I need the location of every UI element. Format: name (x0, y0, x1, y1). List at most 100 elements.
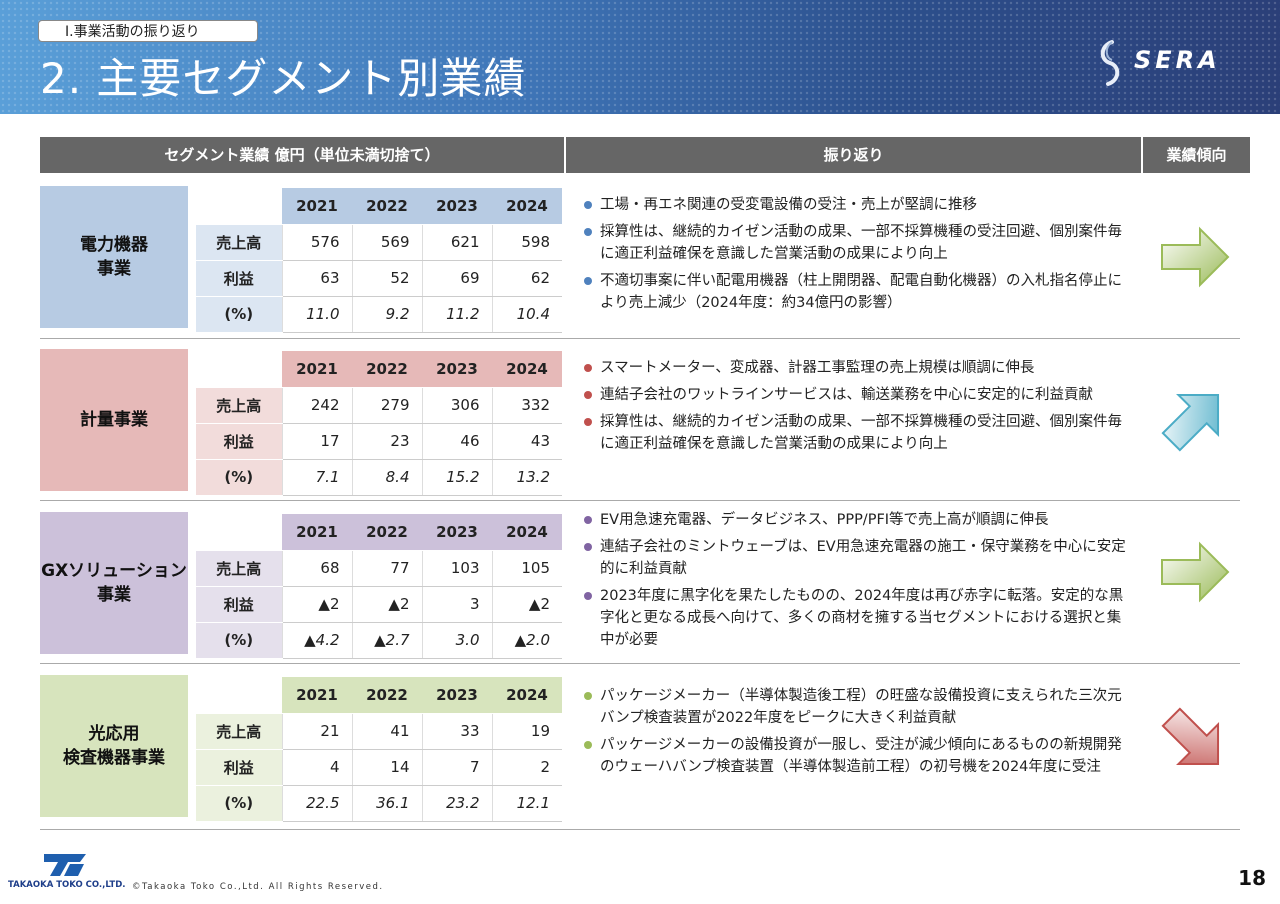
bullet-text: パッケージメーカーの設備投資が一服し、受注が減少傾向にあるものの新規開発のウェー… (600, 737, 1122, 775)
year-header: 2021 (282, 677, 352, 714)
page-number: 18 (1238, 866, 1266, 890)
year-header: 2021 (282, 514, 352, 551)
bullet-text: 連結子会社のミントウェーブは、EV用急速充電器の施工・保守業務を中心に安定的に利… (600, 539, 1126, 577)
bullet-text: 不適切事案に伴い配電用機器（柱上開閉器、配電自動化機器）の入札指名停止により売上… (600, 273, 1122, 311)
cell-sales: 569 (351, 224, 422, 261)
row-label-sales: 売上高 (196, 713, 282, 750)
cell-pct: 11.0 (281, 296, 352, 333)
review-bullet: 工場・再エネ関連の受変電設備の受注・売上が堅調に推移 (584, 194, 1132, 216)
year-header: 2024 (492, 351, 562, 388)
review-bullets: EV用急速充電器、データビジネス、PPP/PFI等で売上高が順調に伸長連結子会社… (584, 509, 1132, 656)
cell-sales: 21 (281, 713, 352, 750)
row-label-pct: (%) (196, 622, 282, 659)
segment-separator (40, 500, 1240, 501)
header-review: 振り返り (566, 137, 1141, 173)
cell-profit: 23 (351, 423, 422, 460)
cell-profit: 63 (281, 260, 352, 297)
segment-name: 電力機器 事業 (40, 186, 188, 328)
segment-name: 光応用 検査機器事業 (40, 675, 188, 817)
year-header: 2023 (422, 677, 492, 714)
review-bullet: パッケージメーカーの設備投資が一服し、受注が減少傾向にあるものの新規開発のウェー… (584, 734, 1132, 778)
header-trend: 業績傾向 (1143, 137, 1250, 173)
bullet-dot-icon (584, 592, 592, 600)
bullet-text: スマートメーター、変成器、計器工事監理の売上規模は順調に伸長 (600, 360, 1035, 376)
bullet-text: EV用急速充電器、データビジネス、PPP/PFI等で売上高が順調に伸長 (600, 512, 1049, 528)
cell-pct: 11.2 (421, 296, 492, 333)
review-bullets: スマートメーター、変成器、計器工事監理の売上規模は順調に伸長連結子会社のワットラ… (584, 357, 1132, 460)
review-bullet: 連結子会社のミントウェーブは、EV用急速充電器の施工・保守業務を中心に安定的に利… (584, 536, 1132, 580)
year-header: 2022 (352, 514, 422, 551)
row-label-profit: 利益 (196, 260, 282, 297)
bullet-dot-icon (584, 692, 592, 700)
segment-name: 計量事業 (40, 349, 188, 491)
review-bullet: 不適切事案に伴い配電用機器（柱上開閉器、配電自動化機器）の入札指名停止により売上… (584, 270, 1132, 314)
cell-sales: 103 (421, 550, 492, 587)
cell-profit: ▲2 (281, 586, 352, 623)
cell-sales: 19 (491, 713, 562, 750)
bullet-text: 工場・再エネ関連の受変電設備の受注・売上が堅調に推移 (600, 197, 977, 213)
bullet-dot-icon (584, 391, 592, 399)
sera-logo-text: SERA (1134, 46, 1221, 74)
year-header: 2022 (352, 351, 422, 388)
copyright: ©Takaoka Toko Co.,Ltd. All Rights Reserv… (132, 882, 384, 892)
year-header: 2024 (492, 188, 562, 225)
segment-separator (40, 338, 1240, 339)
segment-table: 2021 2022 2023 2024 売上高 21 41 33 19 利益 4 14 7 2 (%) 22.… (196, 677, 562, 822)
review-bullet: 採算性は、継続的カイゼン活動の成果、一部不採算機種の受注回避、個別案件毎に適正利… (584, 411, 1132, 455)
page-title: 2. 主要セグメント別業績 (40, 54, 527, 103)
review-bullet: EV用急速充電器、データビジネス、PPP/PFI等で売上高が順調に伸長 (584, 509, 1132, 531)
cell-sales: 576 (281, 224, 352, 261)
cell-pct: 3.0 (421, 622, 492, 659)
cell-sales: 306 (421, 387, 492, 424)
cell-profit: 43 (491, 423, 562, 460)
row-label-pct: (%) (196, 785, 282, 822)
table-corner (196, 351, 282, 388)
year-header: 2023 (422, 188, 492, 225)
table-corner (196, 677, 282, 714)
cell-profit: 52 (351, 260, 422, 297)
right-arrow-icon (1152, 215, 1236, 299)
cell-sales: 279 (351, 387, 422, 424)
cell-pct: 12.1 (491, 785, 562, 822)
table-corner (196, 188, 282, 225)
review-bullet: 採算性は、継続的カイゼン活動の成果、一部不採算機種の受注回避、個別案件毎に適正利… (584, 221, 1132, 265)
row-label-pct: (%) (196, 459, 282, 496)
up-right-arrow-icon (1152, 377, 1236, 461)
company-logo (12, 852, 122, 896)
segment-table: 2021 2022 2023 2024 売上高 68 77 103 105 利益 ▲2 ▲2 3 ▲2 (%… (196, 514, 562, 659)
cell-sales: 105 (491, 550, 562, 587)
cell-pct: ▲2.0 (491, 622, 562, 659)
cell-profit: 17 (281, 423, 352, 460)
row-label-sales: 売上高 (196, 224, 282, 261)
bullet-dot-icon (584, 418, 592, 426)
cell-pct: 10.4 (491, 296, 562, 333)
cell-sales: 242 (281, 387, 352, 424)
row-label-profit: 利益 (196, 749, 282, 786)
review-bullet: スマートメーター、変成器、計器工事監理の売上規模は順調に伸長 (584, 357, 1132, 379)
cell-pct: 23.2 (421, 785, 492, 822)
cell-sales: 68 (281, 550, 352, 587)
bullet-text: 採算性は、継続的カイゼン活動の成果、一部不採算機種の受注回避、個別案件毎に適正利… (600, 414, 1122, 452)
cell-sales: 332 (491, 387, 562, 424)
cell-sales: 77 (351, 550, 422, 587)
cell-pct: 22.5 (281, 785, 352, 822)
bullet-dot-icon (584, 201, 592, 209)
cell-profit: 4 (281, 749, 352, 786)
row-label-sales: 売上高 (196, 387, 282, 424)
review-bullets: 工場・再エネ関連の受変電設備の受注・売上が堅調に推移採算性は、継続的カイゼン活動… (584, 194, 1132, 319)
segment-table: 2021 2022 2023 2024 売上高 242 279 306 332 利益 17 23 46 4… (196, 351, 562, 496)
review-bullet: 連結子会社のワットラインサービスは、輸送業務を中心に安定的に利益貢献 (584, 384, 1132, 406)
section-tag: Ⅰ.事業活動の振り返り (38, 20, 258, 42)
year-header: 2022 (352, 188, 422, 225)
cell-sales: 598 (491, 224, 562, 261)
row-label-pct: (%) (196, 296, 282, 333)
bullet-dot-icon (584, 364, 592, 372)
row-label-profit: 利益 (196, 423, 282, 460)
year-header: 2021 (282, 188, 352, 225)
takaoka-logo-icon (44, 854, 86, 876)
cell-pct: 15.2 (421, 459, 492, 496)
cell-profit: 62 (491, 260, 562, 297)
header-segment-results: セグメント業績 億円（単位未満切捨て） (40, 137, 564, 173)
bullet-text: 連結子会社のワットラインサービスは、輸送業務を中心に安定的に利益貢献 (600, 387, 1093, 403)
title-banner: Ⅰ.事業活動の振り返り 2. 主要セグメント別業績 SERA (0, 0, 1280, 114)
